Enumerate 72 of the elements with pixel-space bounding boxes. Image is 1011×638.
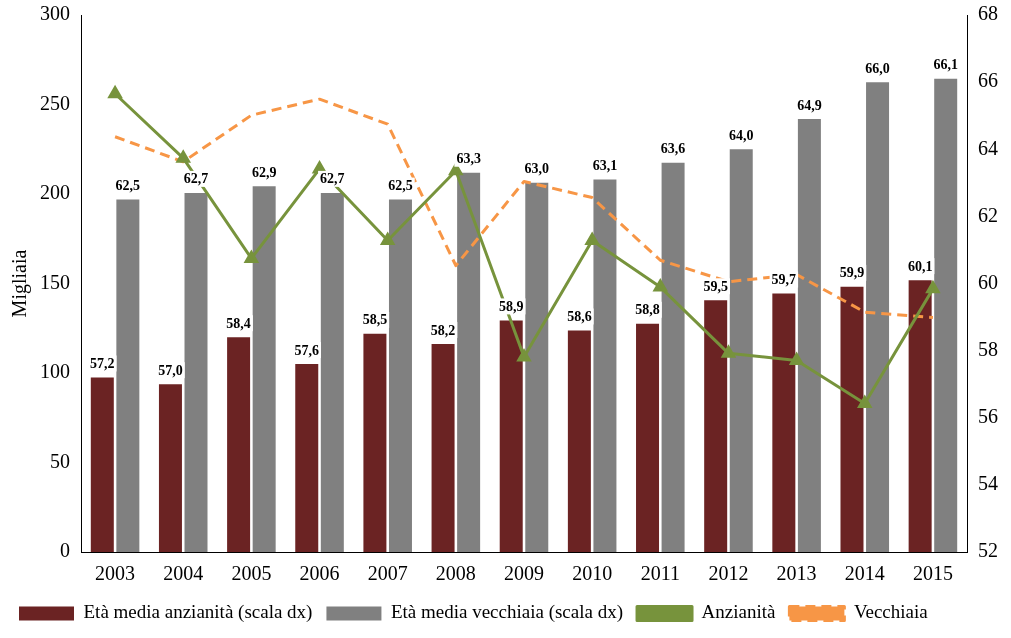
y-tick-label: 0 <box>60 539 70 562</box>
x-tick-label: 2006 <box>299 562 340 585</box>
point <box>381 233 395 246</box>
data-label: 63,0 <box>524 161 550 177</box>
legend-label: Età media vecchiaia (scala dx) <box>390 601 624 624</box>
legend-label: Anzianità <box>701 601 776 623</box>
x-tick-label: 2010 <box>572 562 613 585</box>
point <box>585 233 599 246</box>
y-tick-label: 200 <box>40 181 70 204</box>
x-tick-label: 2007 <box>367 562 408 585</box>
y2-tick-label: 58 <box>978 337 998 360</box>
data-label: 58,5 <box>362 312 388 328</box>
x-tick-label: 2004 <box>163 562 204 585</box>
data-label: 58,8 <box>635 302 660 318</box>
data-label: 59,9 <box>839 265 865 281</box>
y-tick-label: 150 <box>40 270 70 293</box>
legend-label: Vecchiaia <box>853 601 929 623</box>
data-label: 62,5 <box>115 178 141 194</box>
x-tick-label: 2005 <box>231 562 272 585</box>
point <box>789 352 804 365</box>
data-label: 66,0 <box>865 60 890 76</box>
point <box>244 250 259 263</box>
data-label: 60,1 <box>907 258 933 274</box>
data-label: 57,6 <box>294 342 320 358</box>
x-tick-label: 2013 <box>776 562 817 585</box>
data-label: 66,1 <box>933 57 958 73</box>
y-axis-title: Migliaia <box>8 249 32 318</box>
y-tick-label: 250 <box>40 91 70 114</box>
data-label: 64,9 <box>797 97 822 113</box>
x-tick-label: 2012 <box>708 562 749 585</box>
data-label: 64,0 <box>728 127 754 143</box>
data-label: 63,3 <box>456 151 481 167</box>
y-tick-label: 100 <box>40 360 70 383</box>
point <box>653 279 667 292</box>
point <box>449 163 463 176</box>
data-label: 62,5 <box>388 178 413 194</box>
y2-tick-label: 56 <box>978 405 998 427</box>
data-label: 57,2 <box>90 356 115 372</box>
y2-tick-label: 62 <box>978 203 998 226</box>
x-tick-label: 2014 <box>844 562 885 585</box>
y2-tick-label: 52 <box>978 539 998 562</box>
y-tick-label: 300 <box>40 2 70 25</box>
point <box>721 345 736 358</box>
data-label: 58,2 <box>430 322 456 338</box>
x-tick-label: 2015 <box>912 562 953 585</box>
point <box>108 86 122 99</box>
data-label: 58,9 <box>498 299 524 315</box>
x-tick-label: 2008 <box>435 562 476 585</box>
data-label: 58,4 <box>226 315 251 331</box>
y2-tick-label: 66 <box>978 69 998 92</box>
data-label: 59,7 <box>771 272 797 288</box>
data-label: 62,7 <box>320 171 345 187</box>
point <box>517 349 531 362</box>
data-label: 59,5 <box>703 278 728 294</box>
y-tick-label: 50 <box>50 449 70 472</box>
data-label: 57,0 <box>158 362 183 378</box>
y2-tick-label: 64 <box>978 136 998 159</box>
x-tick-label: 2011 <box>640 562 680 585</box>
x-tick-label: 2003 <box>95 562 136 585</box>
y2-tick-label: 60 <box>978 270 998 293</box>
legend-label: Età media anzianità (scala dx) <box>83 601 313 624</box>
y2-tick-label: 54 <box>978 472 998 495</box>
x-tick-label: 2009 <box>504 562 544 585</box>
data-label: 62,7 <box>183 171 209 187</box>
data-label: 62,9 <box>251 164 277 180</box>
y2-tick-label: 68 <box>978 2 998 25</box>
point <box>926 281 940 294</box>
data-label: 58,6 <box>567 309 592 325</box>
point <box>858 395 872 408</box>
data-label: 63,6 <box>660 141 686 157</box>
data-label: 63,1 <box>592 158 618 174</box>
point <box>176 150 190 163</box>
